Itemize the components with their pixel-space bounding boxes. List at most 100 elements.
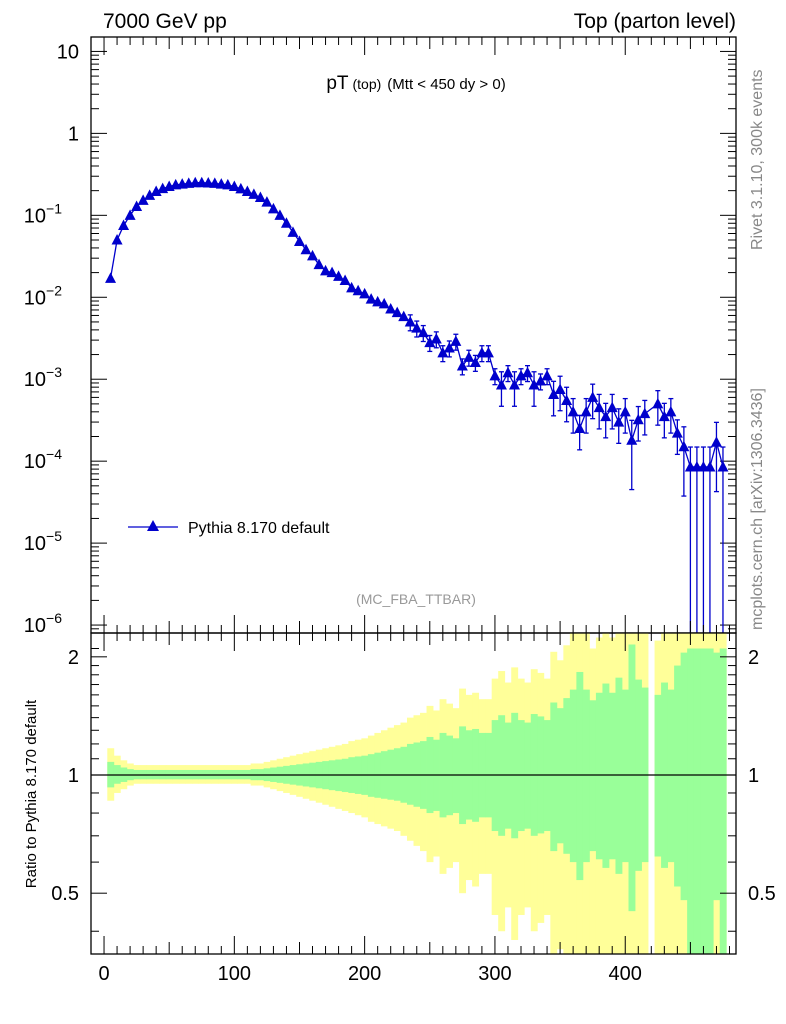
data-point	[352, 284, 364, 296]
band-inner	[563, 698, 571, 854]
ratio-tick-label-right: 2	[748, 647, 759, 669]
ratio-tick-label: 1	[68, 765, 79, 787]
data-point	[215, 178, 227, 189]
main-frame	[90, 36, 737, 634]
band-inner	[700, 648, 708, 954]
data-point	[489, 369, 501, 381]
data-point	[587, 391, 599, 402]
band-inner	[706, 648, 714, 954]
data-point	[580, 405, 592, 417]
band-inner	[667, 689, 675, 863]
data-point	[613, 416, 625, 427]
y-tick-label: 10−4	[24, 446, 62, 473]
band-inner	[576, 671, 584, 881]
data-point	[495, 379, 507, 390]
band-inner	[589, 700, 597, 852]
band-inner	[674, 665, 682, 887]
x-ticks: 0 100 200 300 400	[90, 37, 730, 985]
data-point	[515, 369, 527, 381]
data-point	[404, 315, 416, 327]
data-point	[267, 202, 279, 214]
ratio-inner-band	[107, 644, 727, 954]
band-inner	[504, 722, 512, 829]
legend-marker	[147, 520, 159, 531]
data-point	[111, 233, 123, 245]
ratio-tick-label: 2	[68, 647, 79, 669]
data-point	[450, 335, 462, 346]
x-tick-label: 100	[218, 963, 251, 985]
data-point	[118, 219, 130, 231]
data-point	[437, 346, 449, 358]
x-tick-label: 400	[609, 963, 642, 985]
analysis-watermark: (MC_FBA_TTBAR)	[356, 591, 476, 607]
x-tick-label: 0	[98, 963, 109, 985]
data-point	[398, 310, 410, 322]
series-markers	[105, 176, 729, 472]
data-point	[307, 249, 319, 261]
data-point	[463, 351, 475, 362]
data-point	[137, 194, 149, 205]
data-point	[222, 178, 234, 190]
data-point	[248, 188, 260, 199]
data-point	[280, 217, 292, 228]
data-point	[124, 209, 136, 220]
data-point	[678, 440, 690, 452]
main-panel: pT (top) (Mtt < 450 dy > 0) (MC_FBA_TTBAR)…	[24, 36, 737, 637]
mcplots-label: mcplots.cern.ch [arXiv:1306.3436]	[749, 388, 766, 630]
band-inner	[654, 694, 662, 857]
legend: Pythia 8.170 default	[128, 520, 330, 537]
data-point	[235, 182, 247, 194]
data-point	[228, 180, 240, 191]
data-point	[417, 326, 429, 338]
data-point	[378, 297, 390, 309]
data-point	[254, 191, 266, 203]
data-point	[665, 405, 677, 417]
data-point	[372, 295, 384, 307]
data-point	[606, 401, 618, 413]
band-inner	[595, 692, 603, 860]
y-tick-label: 10−6	[24, 610, 62, 637]
ratio-panel: 0.5 0.5 1 1 2 2 0 100 200 300 400 Ratio to Pythia…	[23, 37, 776, 985]
data-point	[241, 185, 253, 197]
data-point	[333, 270, 345, 281]
data-point	[261, 196, 273, 207]
data-point	[300, 243, 312, 255]
plot-title: pT (top) (Mtt < 450 dy > 0)	[326, 73, 505, 94]
band-inner	[524, 722, 532, 829]
data-point	[710, 436, 722, 447]
x-tick-label: 300	[478, 963, 511, 985]
data-point	[320, 264, 332, 276]
data-point	[150, 185, 162, 197]
y-tick-label: 10−5	[24, 528, 62, 555]
band-inner	[452, 738, 460, 814]
data-point	[443, 342, 455, 353]
x-tick-label: 200	[348, 963, 381, 985]
ratio-tick-label: 0.5	[51, 883, 79, 905]
y-tick-label: 1	[68, 123, 79, 145]
data-point	[619, 405, 631, 417]
ratio-tick-label-right: 0.5	[748, 883, 776, 905]
data-point	[574, 422, 586, 434]
band-inner	[680, 652, 688, 901]
band-inner	[556, 708, 564, 844]
ratio-y-ticks: 0.5 0.5 1 1 2 2	[51, 647, 776, 932]
data-point	[632, 413, 644, 425]
data-point	[554, 383, 566, 394]
data-point	[456, 359, 468, 371]
data-point	[658, 410, 670, 422]
data-point	[639, 407, 651, 419]
data-point	[652, 397, 664, 409]
data-point	[541, 369, 553, 381]
band-inner	[693, 648, 701, 954]
data-point	[326, 266, 338, 278]
data-point	[535, 375, 547, 386]
main-y-ticks: 10 1 10−1 10−2 10−3 10−4 10−5 10−6	[24, 41, 736, 637]
band-inner	[582, 689, 590, 863]
legend-label: Pythia 8.170 default	[188, 520, 330, 537]
rivet-label: Rivet 3.1.10, 300k events	[749, 69, 766, 250]
data-point	[131, 200, 143, 212]
band-inner	[687, 648, 695, 954]
data-point	[274, 209, 286, 220]
ratio-y-label: Ratio to Pythia 8.170 default	[23, 699, 40, 888]
band-inner	[602, 683, 610, 868]
